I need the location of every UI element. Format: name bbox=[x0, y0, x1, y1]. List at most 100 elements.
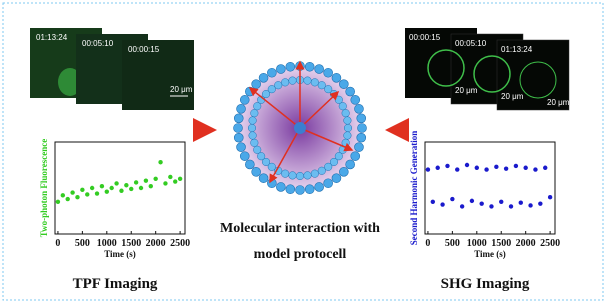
lipid bbox=[318, 167, 326, 175]
point bbox=[114, 181, 118, 185]
point bbox=[173, 179, 177, 183]
timestamp: 00:00:15 bbox=[128, 45, 160, 54]
x-tick-label: 0 bbox=[55, 238, 60, 249]
timestamp: 00:05:10 bbox=[82, 39, 114, 48]
lipid bbox=[237, 143, 246, 152]
lipid bbox=[234, 133, 243, 142]
point bbox=[109, 186, 113, 190]
point bbox=[494, 165, 498, 169]
lipid bbox=[344, 132, 352, 140]
point bbox=[80, 188, 84, 192]
lipid bbox=[286, 62, 295, 71]
lipid bbox=[305, 185, 314, 194]
point bbox=[479, 201, 483, 205]
lipid bbox=[351, 152, 360, 161]
point bbox=[504, 166, 508, 170]
point bbox=[450, 197, 454, 201]
lipid bbox=[249, 132, 257, 140]
point bbox=[144, 178, 148, 182]
lipid bbox=[351, 95, 360, 104]
x-tick-label: 2000 bbox=[146, 238, 166, 249]
lipid bbox=[234, 124, 243, 133]
lipid bbox=[296, 172, 304, 180]
lipid bbox=[357, 133, 366, 142]
tpf-images: 01:13:24 00:05:10 00:00:15 20 μm bbox=[30, 28, 194, 110]
y-axis-label: Two-photon Fluorescence bbox=[39, 139, 49, 237]
lipid bbox=[276, 182, 285, 191]
point bbox=[100, 184, 104, 188]
lipid bbox=[251, 139, 259, 147]
point bbox=[440, 202, 444, 206]
point bbox=[533, 167, 537, 171]
lipid bbox=[281, 79, 289, 87]
timestamp: 01:13:24 bbox=[501, 45, 533, 54]
lipid bbox=[342, 109, 350, 117]
lipid bbox=[344, 124, 352, 132]
point bbox=[178, 177, 182, 181]
molecule bbox=[294, 122, 306, 134]
lipid bbox=[240, 152, 249, 161]
point bbox=[445, 164, 449, 168]
point bbox=[134, 180, 138, 184]
point bbox=[149, 184, 153, 188]
point bbox=[124, 183, 128, 187]
point bbox=[436, 166, 440, 170]
lipid bbox=[332, 174, 341, 183]
point bbox=[470, 199, 474, 203]
x-tick-label: 500 bbox=[75, 238, 90, 249]
point bbox=[543, 166, 547, 170]
scale-label: 20 μm bbox=[547, 98, 570, 107]
lipid bbox=[296, 186, 305, 195]
x-axis-label: Time (s) bbox=[474, 249, 506, 259]
point bbox=[105, 189, 109, 193]
plot-frame bbox=[425, 142, 555, 234]
caption: TPF Imaging bbox=[73, 276, 158, 292]
center-text: model protocell bbox=[254, 247, 347, 262]
point bbox=[519, 201, 523, 205]
protocell bbox=[234, 62, 367, 195]
lipid bbox=[245, 160, 254, 169]
point bbox=[119, 189, 123, 193]
lipid bbox=[237, 104, 246, 113]
point bbox=[509, 204, 513, 208]
point bbox=[460, 204, 464, 208]
lipid bbox=[346, 160, 355, 169]
point bbox=[475, 166, 479, 170]
x-tick-label: 1500 bbox=[121, 238, 141, 249]
lipid bbox=[324, 179, 333, 188]
x-tick-label: 0 bbox=[425, 238, 430, 249]
point bbox=[431, 200, 435, 204]
lipid bbox=[286, 185, 295, 194]
lipid bbox=[358, 124, 367, 133]
point bbox=[158, 160, 162, 164]
lipid bbox=[344, 117, 352, 125]
point bbox=[514, 164, 518, 168]
lipid bbox=[259, 73, 268, 82]
point bbox=[465, 163, 469, 167]
lipid bbox=[249, 117, 257, 125]
lipid bbox=[251, 109, 259, 117]
lipid bbox=[304, 77, 312, 85]
point bbox=[499, 200, 503, 204]
point bbox=[168, 175, 172, 179]
lipid bbox=[252, 80, 261, 89]
x-tick-label: 2500 bbox=[540, 238, 560, 249]
point bbox=[61, 193, 65, 197]
point bbox=[129, 187, 133, 191]
lipid bbox=[354, 104, 363, 113]
point bbox=[66, 197, 70, 201]
point bbox=[489, 204, 493, 208]
point bbox=[56, 200, 60, 204]
point bbox=[90, 186, 94, 190]
lipid bbox=[276, 65, 285, 74]
lipid bbox=[357, 114, 366, 123]
lipid bbox=[259, 174, 268, 183]
point bbox=[528, 203, 532, 207]
lipid bbox=[281, 170, 289, 178]
point bbox=[95, 191, 99, 195]
lipid bbox=[252, 167, 261, 176]
lipid bbox=[315, 65, 324, 74]
lipid bbox=[240, 95, 249, 104]
shg-images: 00:00:15 00:05:10 01:13:24 20 μm 20 μm 2… bbox=[405, 28, 570, 110]
lipid bbox=[332, 73, 341, 82]
